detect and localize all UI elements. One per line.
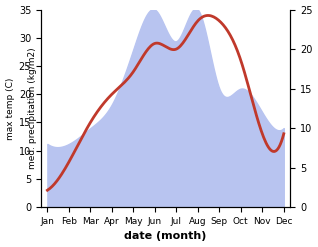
X-axis label: date (month): date (month): [124, 231, 207, 242]
Y-axis label: med. precipitation (kg/m2): med. precipitation (kg/m2): [28, 48, 37, 169]
Y-axis label: max temp (C): max temp (C): [5, 77, 15, 140]
